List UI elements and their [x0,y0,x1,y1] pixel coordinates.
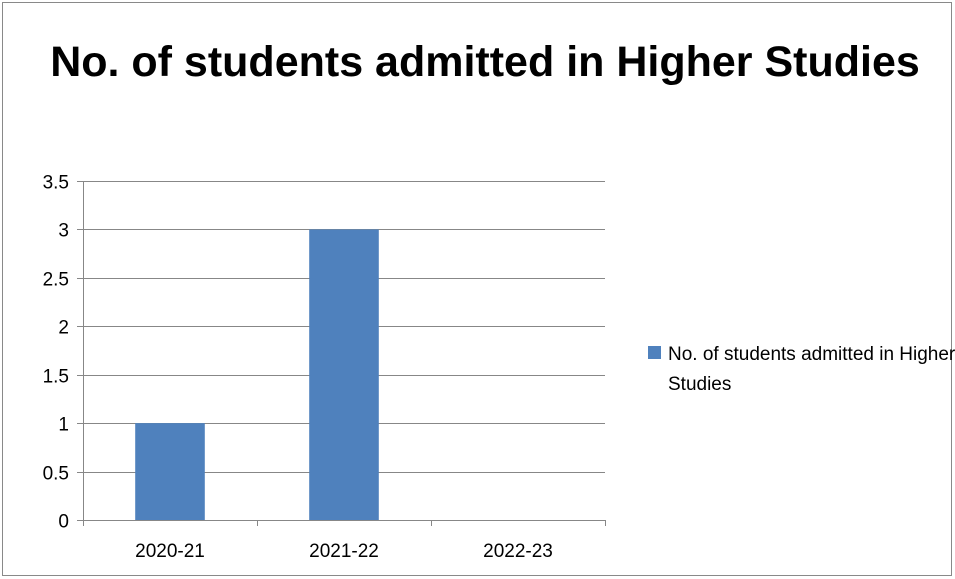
y-tick-label: 1 [58,415,69,436]
chart-title: No. of students admitted in Higher Studi… [50,38,920,86]
x-tick-label: 2020-21 [135,541,205,562]
bar-2021-22 [309,229,379,520]
y-tick-label: 2 [58,318,69,339]
x-tick-label: 2022-23 [483,541,553,562]
legend-label: No. of students admitted in Higher Studi… [668,344,955,395]
x-tick-labels: 2020-21 2021-22 2022-23 [135,541,553,562]
axes [77,181,606,526]
y-tick-labels: 0 0.5 1 1.5 2 2.5 3 3.5 [43,173,69,533]
bars [135,229,379,520]
y-tick-label: 0 [58,512,69,533]
x-tick-label: 2021-22 [309,541,379,562]
y-tick-label: 3 [58,221,69,242]
y-tick-label: 1.5 [43,367,69,388]
legend-swatch [648,346,661,359]
y-tick-label: 0.5 [43,464,69,485]
y-tick-label: 3.5 [43,173,69,194]
y-tick-label: 2.5 [43,270,69,291]
bar-2020-21 [135,423,205,520]
